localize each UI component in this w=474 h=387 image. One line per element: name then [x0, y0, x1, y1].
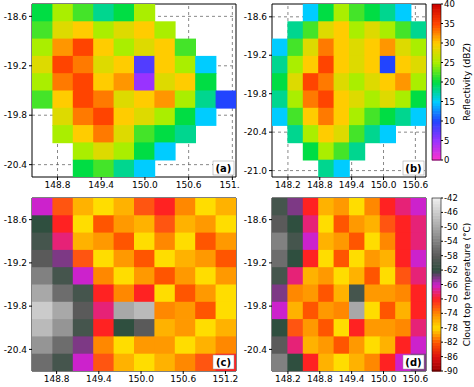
- svg-text:15: 15: [444, 97, 455, 107]
- svg-text:-18.6: -18.6: [8, 215, 27, 225]
- svg-text:148.2: 148.2: [275, 180, 301, 190]
- svg-text:(c): (c): [216, 357, 231, 368]
- svg-text:-20.4: -20.4: [8, 160, 27, 170]
- svg-text:-66: -66: [444, 280, 458, 290]
- svg-text:-19.8: -19.8: [244, 89, 268, 99]
- svg-text:0: 0: [444, 155, 449, 165]
- svg-text:-19.2: -19.2: [8, 258, 27, 268]
- svg-text:-19.8: -19.8: [8, 110, 27, 120]
- svg-text:150.0: 150.0: [128, 374, 154, 384]
- svg-text:-19.2: -19.2: [244, 258, 267, 268]
- svg-text:-82: -82: [444, 337, 458, 347]
- svg-text:40: 40: [444, 0, 455, 9]
- svg-text:151.2: 151.2: [213, 374, 239, 384]
- svg-text:-90: -90: [444, 366, 458, 376]
- svg-text:35: 35: [444, 19, 455, 29]
- svg-text:-58: -58: [444, 251, 458, 261]
- svg-text:-50: -50: [444, 222, 458, 232]
- svg-text:-74: -74: [444, 308, 458, 318]
- svg-text:-20.4: -20.4: [244, 127, 268, 137]
- svg-text:-19.8: -19.8: [8, 301, 27, 311]
- svg-text:Reflectivity (dBZ): Reflectivity (dBZ): [462, 43, 467, 121]
- svg-text:(a): (a): [216, 163, 232, 174]
- svg-text:-86: -86: [444, 352, 458, 362]
- svg-text:(b): (b): [405, 163, 421, 174]
- svg-text:149.4: 149.4: [339, 180, 365, 190]
- svg-text:(d): (d): [405, 357, 421, 368]
- svg-text:25: 25: [444, 58, 455, 68]
- svg-text:150.6: 150.6: [176, 180, 202, 190]
- svg-text:151.2: 151.2: [219, 180, 240, 190]
- svg-text:20: 20: [444, 77, 455, 87]
- svg-text:-18.6: -18.6: [244, 12, 268, 22]
- svg-text:150.6: 150.6: [402, 374, 428, 384]
- svg-text:-70: -70: [444, 294, 458, 304]
- svg-text:-19.2: -19.2: [244, 50, 267, 60]
- svg-text:148.8: 148.8: [307, 374, 333, 384]
- svg-text:148.2: 148.2: [275, 374, 301, 384]
- svg-text:149.4: 149.4: [86, 374, 112, 384]
- svg-text:-78: -78: [444, 323, 458, 333]
- svg-text:150.6: 150.6: [402, 180, 428, 190]
- svg-text:148.8: 148.8: [44, 374, 70, 384]
- svg-text:148.8: 148.8: [45, 180, 71, 190]
- svg-text:-19.8: -19.8: [244, 301, 268, 311]
- svg-text:-54: -54: [444, 236, 458, 246]
- svg-text:150.6: 150.6: [170, 374, 196, 384]
- svg-text:-21.0: -21.0: [244, 166, 268, 176]
- svg-text:30: 30: [444, 38, 455, 48]
- svg-text:150.0: 150.0: [132, 180, 158, 190]
- svg-text:149.4: 149.4: [339, 374, 365, 384]
- svg-text:-42: -42: [444, 193, 458, 203]
- svg-text:-18.6: -18.6: [244, 215, 268, 225]
- svg-text:10: 10: [444, 116, 455, 126]
- svg-text:-20.4: -20.4: [8, 345, 27, 355]
- svg-text:-19.2: -19.2: [8, 61, 27, 71]
- svg-text:Cloud top temperature (°C): Cloud top temperature (°C): [462, 223, 467, 346]
- svg-text:150.0: 150.0: [371, 374, 397, 384]
- svg-text:-62: -62: [444, 265, 458, 275]
- svg-text:148.8: 148.8: [307, 180, 333, 190]
- svg-text:-18.6: -18.6: [8, 12, 27, 22]
- svg-text:-20.4: -20.4: [244, 345, 268, 355]
- svg-text:150.0: 150.0: [371, 180, 397, 190]
- svg-text:-46: -46: [444, 207, 458, 217]
- svg-text:5: 5: [444, 136, 449, 146]
- svg-text:149.4: 149.4: [88, 180, 114, 190]
